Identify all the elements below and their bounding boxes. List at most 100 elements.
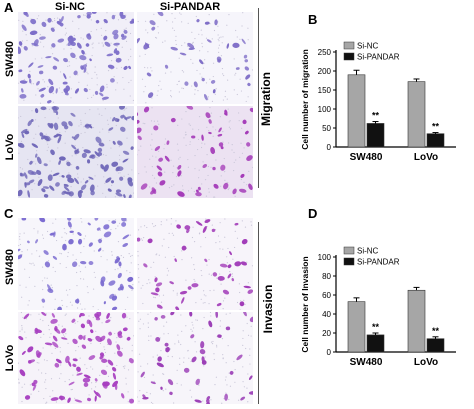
membrane-pore bbox=[210, 166, 212, 168]
membrane-pore bbox=[138, 320, 140, 322]
membrane-pore bbox=[219, 320, 222, 322]
row-label-lovo-invasion: LoVo bbox=[4, 344, 16, 372]
membrane-pore bbox=[34, 285, 36, 287]
membrane-pore bbox=[150, 401, 153, 404]
membrane-pore bbox=[51, 20, 54, 23]
membrane-pore bbox=[110, 42, 112, 44]
stained-cell bbox=[88, 261, 94, 266]
membrane-pore bbox=[244, 303, 246, 306]
stained-cell bbox=[90, 184, 95, 193]
membrane-pore bbox=[126, 137, 128, 139]
stained-cell bbox=[122, 150, 130, 155]
membrane-pore bbox=[25, 286, 27, 288]
membrane-pore bbox=[38, 176, 40, 178]
membrane-pore bbox=[21, 40, 24, 42]
membrane-pore bbox=[153, 261, 155, 263]
row-label-sw480-migration: SW480 bbox=[4, 40, 16, 78]
membrane-pore bbox=[205, 82, 208, 84]
membrane-pore bbox=[166, 267, 168, 269]
membrane-pore bbox=[65, 333, 67, 335]
membrane-pore bbox=[203, 290, 205, 292]
membrane-pore bbox=[24, 331, 26, 333]
membrane-pore bbox=[110, 147, 112, 149]
membrane-pore bbox=[170, 159, 172, 161]
membrane-pore bbox=[222, 141, 224, 143]
stained-cell bbox=[117, 350, 123, 357]
membrane-pore bbox=[34, 119, 37, 121]
stained-cell bbox=[117, 140, 123, 146]
stained-cell bbox=[109, 293, 115, 299]
membrane-pore bbox=[228, 187, 230, 189]
membrane-pore bbox=[94, 66, 96, 68]
membrane-pore bbox=[92, 288, 95, 290]
membrane-pore bbox=[202, 400, 204, 402]
stained-cell bbox=[170, 312, 175, 316]
membrane-pore bbox=[209, 289, 211, 292]
membrane-pore bbox=[47, 143, 49, 145]
membrane-pore bbox=[140, 238, 142, 240]
membrane-pore bbox=[124, 108, 126, 110]
membrane-pore bbox=[177, 334, 179, 336]
membrane-pore bbox=[30, 314, 32, 316]
stained-cell bbox=[34, 327, 39, 335]
membrane-pore bbox=[140, 287, 142, 289]
bar-si-nc-lovo bbox=[407, 81, 426, 148]
membrane-pore bbox=[25, 34, 27, 36]
stained-cell bbox=[73, 70, 78, 76]
membrane-pore bbox=[208, 188, 210, 190]
membrane-pore bbox=[65, 160, 68, 162]
membrane-pore bbox=[239, 291, 241, 294]
membrane-pore bbox=[36, 362, 38, 364]
stained-cell bbox=[218, 142, 224, 147]
membrane-pore bbox=[91, 54, 93, 57]
stained-cell bbox=[66, 161, 71, 167]
y-tick-label: 20 bbox=[322, 329, 331, 338]
membrane-pore bbox=[37, 88, 39, 90]
membrane-pore bbox=[190, 328, 192, 330]
stained-cell bbox=[99, 92, 104, 97]
stained-cell bbox=[77, 190, 82, 198]
membrane-pore bbox=[205, 295, 207, 297]
membrane-pore bbox=[157, 120, 159, 122]
membrane-pore bbox=[50, 170, 53, 172]
membrane-pore bbox=[34, 183, 36, 185]
membrane-pore bbox=[38, 369, 40, 371]
stained-cell bbox=[83, 149, 91, 154]
membrane-pore bbox=[227, 345, 229, 347]
membrane-pore bbox=[71, 388, 73, 391]
membrane-pore bbox=[241, 25, 243, 27]
stained-cell bbox=[120, 126, 126, 132]
chart-b-migration: Cell number of migration 050100150200250*… bbox=[300, 42, 456, 163]
membrane-pore bbox=[151, 174, 154, 176]
membrane-pore bbox=[89, 108, 91, 111]
membrane-pore bbox=[233, 360, 235, 363]
membrane-pore bbox=[31, 253, 33, 255]
membrane-pore bbox=[38, 125, 40, 127]
membrane-pore bbox=[28, 276, 30, 278]
membrane-pore bbox=[217, 34, 219, 36]
stained-cell bbox=[80, 323, 86, 329]
stained-cell bbox=[77, 232, 82, 236]
membrane-pore bbox=[202, 161, 204, 163]
membrane-pore bbox=[192, 327, 195, 329]
membrane-pore bbox=[247, 373, 249, 375]
membrane-pore bbox=[155, 36, 157, 39]
stained-cell bbox=[81, 152, 87, 159]
membrane-pore bbox=[186, 45, 189, 47]
significance-marker: ** bbox=[432, 122, 440, 132]
membrane-pore bbox=[210, 341, 213, 343]
membrane-pore bbox=[65, 233, 68, 235]
membrane-pore bbox=[185, 144, 187, 146]
y-tick-label: 0 bbox=[327, 348, 332, 357]
membrane-pore bbox=[20, 140, 23, 143]
membrane-pore bbox=[152, 356, 154, 358]
membrane-pore bbox=[65, 239, 67, 242]
membrane-pore bbox=[109, 139, 111, 142]
membrane-pore bbox=[231, 273, 234, 275]
membrane-pore bbox=[155, 37, 158, 39]
stained-cell bbox=[113, 48, 118, 54]
membrane-pore bbox=[117, 225, 119, 227]
membrane-pore bbox=[129, 32, 132, 35]
membrane-pore bbox=[245, 347, 247, 350]
membrane-pore bbox=[132, 99, 134, 102]
